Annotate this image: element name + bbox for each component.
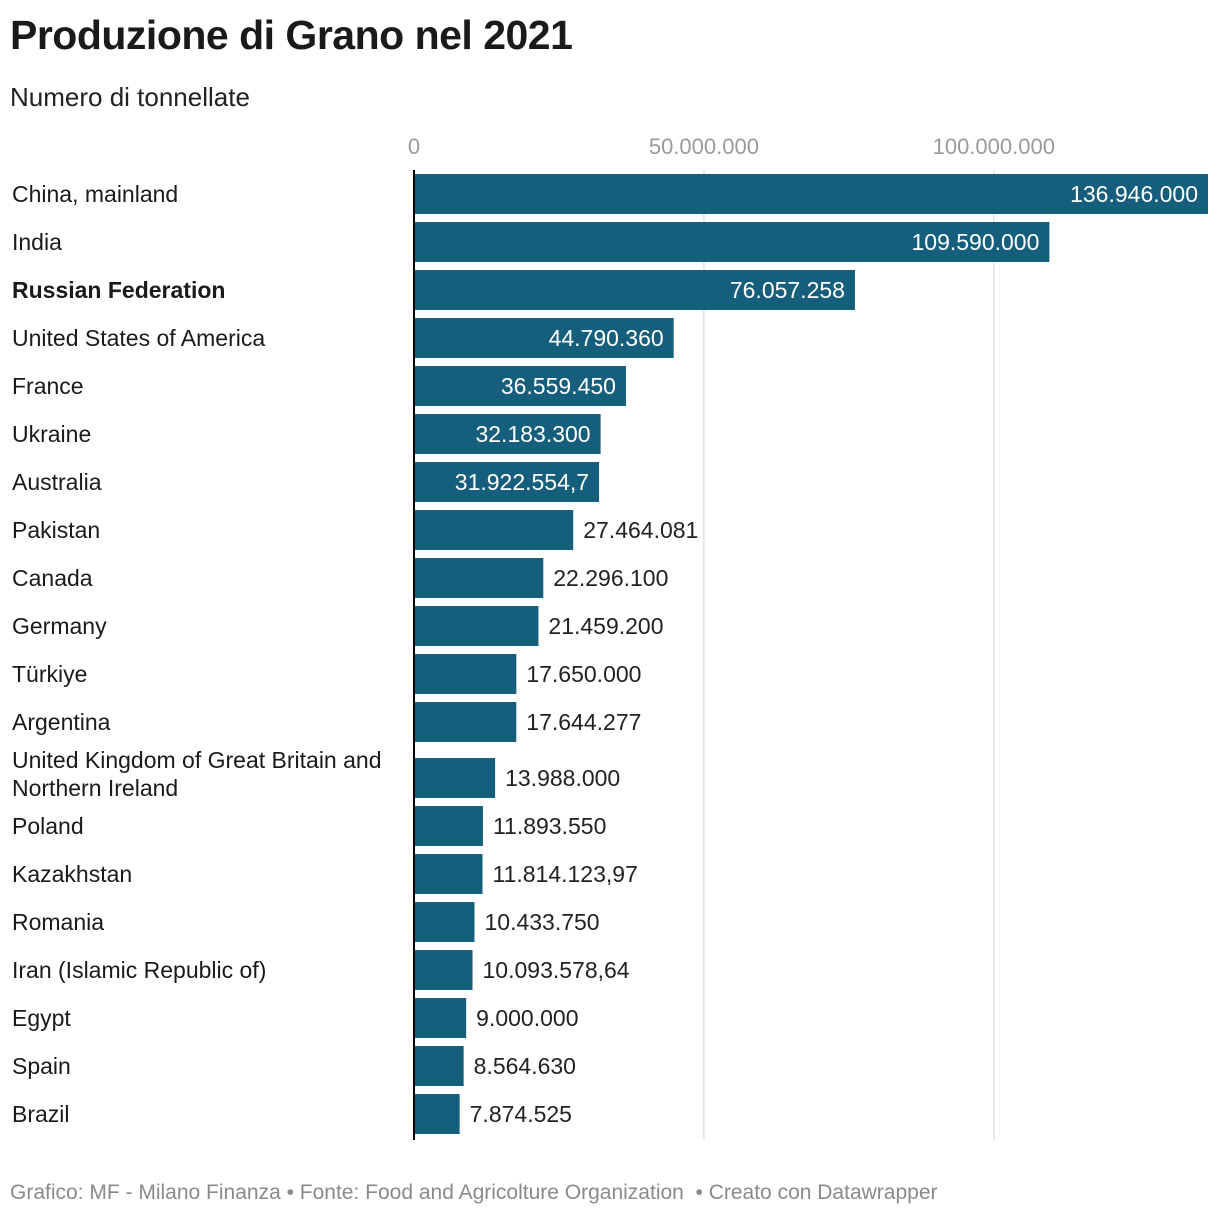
bar — [414, 806, 483, 846]
bar — [414, 558, 544, 598]
data-label: 76.057.258 — [730, 277, 845, 303]
x-tick-label: 100.000.000 — [933, 134, 1055, 159]
data-label: 11.893.550 — [493, 813, 606, 839]
data-label: 7.874.525 — [470, 1101, 572, 1127]
data-label: 36.559.450 — [501, 373, 616, 399]
data-label: 10.093.578,64 — [483, 957, 630, 983]
bar — [414, 414, 601, 454]
bar — [414, 270, 855, 310]
category-label: Australia — [12, 469, 102, 495]
bar — [414, 998, 467, 1038]
category-label: Canada — [12, 565, 93, 591]
x-tick-label: 50.000.000 — [649, 134, 759, 159]
footer-tool: Creato con Datawrapper — [708, 1181, 938, 1204]
category-label: France — [12, 373, 84, 399]
data-label: 27.464.081 — [583, 517, 698, 543]
category-label: China, mainland — [12, 181, 178, 207]
footer-credit: Grafico: MF - Milano Finanza — [10, 1181, 281, 1204]
category-label: Argentina — [12, 709, 111, 735]
bar — [414, 462, 600, 502]
bar — [414, 950, 473, 990]
chart-footer: Grafico: MF - Milano Finanza • Fonte: Fo… — [10, 1178, 938, 1208]
bar — [414, 1046, 464, 1086]
data-label: 17.650.000 — [526, 661, 641, 687]
bar-chart: 0 50.000.000 100.000.000 China, mainland 136… — [12, 134, 1208, 1140]
category-label: Spain — [12, 1053, 71, 1079]
bar — [414, 606, 539, 646]
footer-source: Fonte: Food and Agricolture Organization — [299, 1181, 684, 1204]
data-label: 136.946.000 — [1070, 181, 1198, 207]
category-label: United Kingdom of Great Britain and North… — [12, 747, 381, 801]
data-label: 11.814.123,97 — [492, 861, 637, 887]
category-label: Russian Federation — [12, 277, 225, 303]
bar — [414, 702, 517, 742]
category-label: Romania — [12, 909, 104, 935]
bar — [414, 222, 1050, 262]
category-label: Pakistan — [12, 517, 100, 543]
bar — [414, 854, 483, 894]
data-label: 13.988.000 — [505, 765, 620, 791]
data-label: 32.183.300 — [475, 421, 590, 447]
data-label: 9.000.000 — [476, 1005, 578, 1031]
category-label: India — [12, 229, 62, 255]
data-label: 17.644.277 — [526, 709, 641, 735]
bar — [414, 654, 517, 694]
category-label: Türkiye — [12, 661, 87, 687]
category-label: Kazakhstan — [12, 861, 132, 887]
category-label: Ukraine — [12, 421, 91, 447]
chart-subtitle: Numero di tonnellate — [10, 82, 250, 112]
category-label: Poland — [12, 813, 84, 839]
data-label: 44.790.360 — [549, 325, 664, 351]
bar — [414, 510, 574, 550]
chart-title: Produzione di Grano nel 2021 — [10, 12, 573, 58]
footer-separator: • — [280, 1181, 300, 1204]
category-label: Germany — [12, 613, 107, 639]
bar — [414, 174, 1208, 214]
bar — [414, 902, 475, 942]
data-label: 109.590.000 — [911, 229, 1039, 255]
bar — [414, 366, 626, 406]
data-label: 22.296.100 — [553, 565, 668, 591]
category-label: Egypt — [12, 1005, 71, 1031]
category-label: Brazil — [12, 1101, 70, 1127]
data-label: 10.433.750 — [484, 909, 599, 935]
data-label: 8.564.630 — [474, 1053, 576, 1079]
bar — [414, 758, 496, 798]
bar — [414, 1094, 460, 1134]
bar — [414, 318, 674, 358]
footer-separator: • — [683, 1181, 709, 1204]
category-label: Iran (Islamic Republic of) — [12, 957, 266, 983]
data-label: 21.459.200 — [548, 613, 663, 639]
data-label: 31.922.554,7 — [455, 469, 589, 495]
category-label: United States of America — [12, 325, 265, 351]
x-tick-label: 0 — [408, 134, 420, 159]
